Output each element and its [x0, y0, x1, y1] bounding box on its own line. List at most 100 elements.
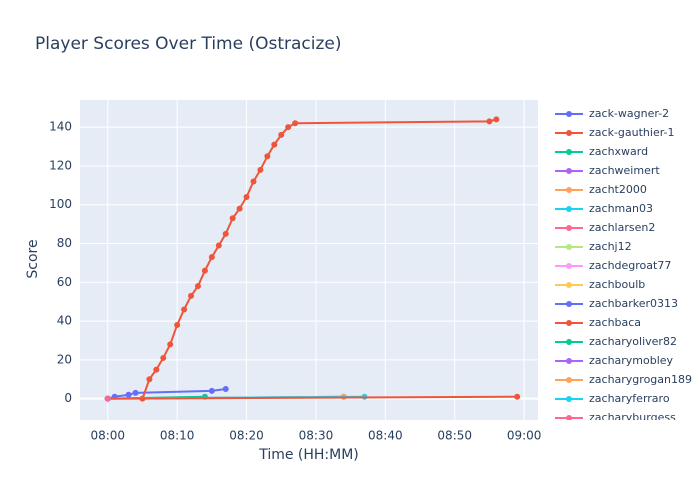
data-point: [174, 321, 181, 328]
legend-label: zachman03: [589, 202, 653, 215]
data-point: [208, 387, 215, 394]
grid: 0 20 40 60 80 100 120 140 08:00 08:10 08:20 08:30 08…: [49, 100, 541, 443]
legend-item[interactable]: zack-wagner-2: [555, 107, 669, 120]
legend-label: zachlarsen2: [589, 221, 655, 234]
data-point: [257, 166, 264, 173]
legend-label: zachj12: [589, 240, 632, 253]
legend-label: zachbaca: [589, 316, 641, 329]
data-point: [222, 230, 229, 237]
legend-item[interactable]: zachlarsen2: [555, 221, 655, 234]
legend-marker: [566, 130, 572, 136]
data-point: [222, 385, 229, 392]
legend-label: zacharyoliver82: [589, 335, 677, 348]
y-tick-label: 40: [57, 314, 72, 328]
legend-item[interactable]: zacharyoliver82: [555, 335, 677, 348]
x-tick-label: 08:20: [229, 429, 264, 443]
data-point: [285, 124, 292, 131]
data-point: [215, 242, 222, 249]
legend-label: zachxward: [589, 145, 648, 158]
legend-marker: [566, 320, 572, 326]
x-tick-label: 08:00: [90, 429, 125, 443]
legend-marker: [566, 168, 572, 174]
legend-label: zachboulb: [589, 278, 645, 291]
data-point: [493, 116, 500, 123]
legend-label: zacht2000: [589, 183, 647, 196]
data-point: [181, 306, 188, 313]
legend-label: zachweimert: [589, 164, 660, 177]
data-point: [236, 205, 243, 212]
y-axis-title: Score: [25, 239, 41, 278]
data-point: [146, 376, 153, 383]
plot-area: [80, 100, 538, 420]
legend: zack-wagner-2 zack-gauthier-1 zachxward zac…: [555, 107, 692, 424]
y-tick-label: 140: [49, 120, 72, 134]
legend-marker: [566, 415, 572, 420]
data-point: [194, 283, 201, 290]
x-tick-label: 08:50: [437, 429, 472, 443]
legend-item[interactable]: zacharygrogan189: [555, 373, 692, 386]
legend-label: zachdegroat77: [589, 259, 671, 272]
y-tick-label: 60: [57, 275, 72, 289]
data-point: [160, 354, 167, 361]
x-tick-label: 09:00: [507, 429, 542, 443]
data-point: [132, 389, 139, 396]
legend-label: zachbarker0313: [589, 297, 678, 310]
y-tick-label: 100: [49, 197, 72, 211]
y-tick-label: 80: [57, 236, 72, 250]
data-point: [292, 120, 299, 127]
legend-item[interactable]: zacht2000: [555, 183, 647, 196]
y-tick-label: 0: [64, 391, 72, 405]
data-point: [125, 391, 132, 398]
legend-item[interactable]: zack-gauthier-1: [555, 126, 675, 139]
legend-marker: [566, 206, 572, 212]
legend-item[interactable]: zachxward: [555, 145, 648, 158]
data-point: [229, 215, 236, 222]
legend-marker: [566, 396, 572, 402]
legend-marker: [566, 358, 572, 364]
legend-marker: [566, 149, 572, 155]
y-tick-label: 20: [57, 352, 72, 366]
legend-item[interactable]: zachbarker0313: [555, 297, 678, 310]
legend-item[interactable]: zachboulb: [555, 278, 645, 291]
data-point: [514, 393, 521, 400]
legend-item[interactable]: zachj12: [555, 240, 632, 253]
legend-marker: [566, 187, 572, 193]
x-tick-label: 08:30: [299, 429, 334, 443]
legend-marker: [566, 263, 572, 269]
legend-marker: [566, 282, 572, 288]
legend-label: zack-wagner-2: [589, 107, 669, 120]
legend-marker: [566, 225, 572, 231]
legend-item[interactable]: zacharymobley: [555, 354, 674, 367]
x-axis-title: Time (HH:MM): [258, 447, 359, 463]
data-point: [188, 292, 195, 299]
legend-item[interactable]: zacharyburgess: [555, 411, 676, 424]
data-point: [250, 178, 257, 185]
legend-marker: [566, 339, 572, 345]
legend-item[interactable]: zachweimert: [555, 164, 660, 177]
data-point: [243, 193, 250, 200]
legend-marker: [566, 377, 572, 383]
data-point: [264, 153, 271, 160]
data-point: [153, 366, 160, 373]
data-point: [104, 395, 111, 402]
x-tick-label: 08:10: [160, 429, 195, 443]
legend-label: zacharymobley: [589, 354, 674, 367]
legend-item[interactable]: zachman03: [555, 202, 653, 215]
legend-item[interactable]: zachbaca: [555, 316, 641, 329]
data-point: [278, 131, 285, 138]
chart-title: Player Scores Over Time (Ostracize): [35, 34, 342, 54]
data-point: [167, 341, 174, 348]
legend-item[interactable]: zachdegroat77: [555, 259, 671, 272]
legend-label: zacharygrogan189: [589, 373, 692, 386]
legend-marker: [566, 301, 572, 307]
data-point: [271, 141, 278, 148]
legend-item[interactable]: zacharyferraro: [555, 392, 670, 405]
data-point: [208, 254, 215, 261]
series-line: [107, 395, 518, 400]
legend-label: zack-gauthier-1: [589, 126, 675, 139]
legend-label: zacharyburgess: [589, 411, 676, 424]
y-tick-label: 120: [49, 158, 72, 172]
legend-marker: [566, 111, 572, 117]
x-tick-label: 08:40: [368, 429, 403, 443]
